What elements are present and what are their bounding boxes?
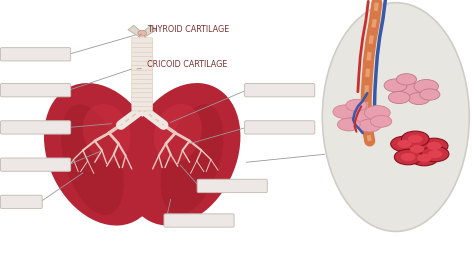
FancyBboxPatch shape [132,47,153,52]
Ellipse shape [82,104,131,162]
Ellipse shape [337,118,360,131]
FancyBboxPatch shape [132,101,153,106]
Ellipse shape [138,30,146,36]
Ellipse shape [403,141,431,157]
Ellipse shape [397,140,412,148]
FancyBboxPatch shape [132,74,153,79]
FancyBboxPatch shape [132,92,153,97]
Ellipse shape [388,92,410,103]
Ellipse shape [410,150,438,166]
Ellipse shape [401,131,429,147]
FancyBboxPatch shape [0,195,42,209]
Ellipse shape [427,142,441,150]
Ellipse shape [420,89,440,100]
FancyBboxPatch shape [245,121,315,134]
FancyBboxPatch shape [132,97,153,102]
FancyBboxPatch shape [132,51,153,57]
FancyBboxPatch shape [0,158,71,171]
Text: THYROID CARTILAGE: THYROID CARTILAGE [140,26,229,35]
FancyBboxPatch shape [132,38,153,43]
Ellipse shape [417,154,432,162]
FancyBboxPatch shape [132,106,153,111]
FancyBboxPatch shape [132,60,153,66]
FancyBboxPatch shape [132,88,153,93]
FancyBboxPatch shape [132,42,153,48]
Ellipse shape [408,135,423,143]
Ellipse shape [401,153,415,161]
Ellipse shape [346,99,367,111]
Ellipse shape [396,74,417,85]
Ellipse shape [396,82,424,98]
Ellipse shape [322,3,469,231]
FancyBboxPatch shape [164,214,234,227]
Polygon shape [143,25,156,37]
Ellipse shape [408,93,430,105]
Ellipse shape [421,146,449,162]
Ellipse shape [384,79,407,92]
FancyBboxPatch shape [132,65,153,70]
Ellipse shape [125,83,240,226]
FancyBboxPatch shape [132,69,153,75]
Ellipse shape [391,136,418,152]
Ellipse shape [154,104,202,162]
FancyBboxPatch shape [132,56,153,61]
Ellipse shape [371,115,392,127]
FancyBboxPatch shape [0,121,71,134]
FancyBboxPatch shape [132,83,153,88]
Ellipse shape [358,119,381,132]
Ellipse shape [365,106,390,120]
Ellipse shape [44,83,160,226]
Ellipse shape [414,80,438,93]
Ellipse shape [345,109,375,126]
Ellipse shape [410,145,424,153]
Ellipse shape [61,104,124,215]
Polygon shape [128,25,141,37]
Ellipse shape [333,105,357,119]
FancyBboxPatch shape [0,84,71,97]
Ellipse shape [394,149,422,165]
FancyBboxPatch shape [245,84,315,97]
Ellipse shape [428,150,442,158]
FancyBboxPatch shape [197,179,267,193]
FancyBboxPatch shape [132,78,153,84]
Ellipse shape [161,104,223,215]
Text: CRICOID CARTILAGE: CRICOID CARTILAGE [137,60,228,69]
FancyBboxPatch shape [0,48,71,61]
Ellipse shape [420,138,448,154]
